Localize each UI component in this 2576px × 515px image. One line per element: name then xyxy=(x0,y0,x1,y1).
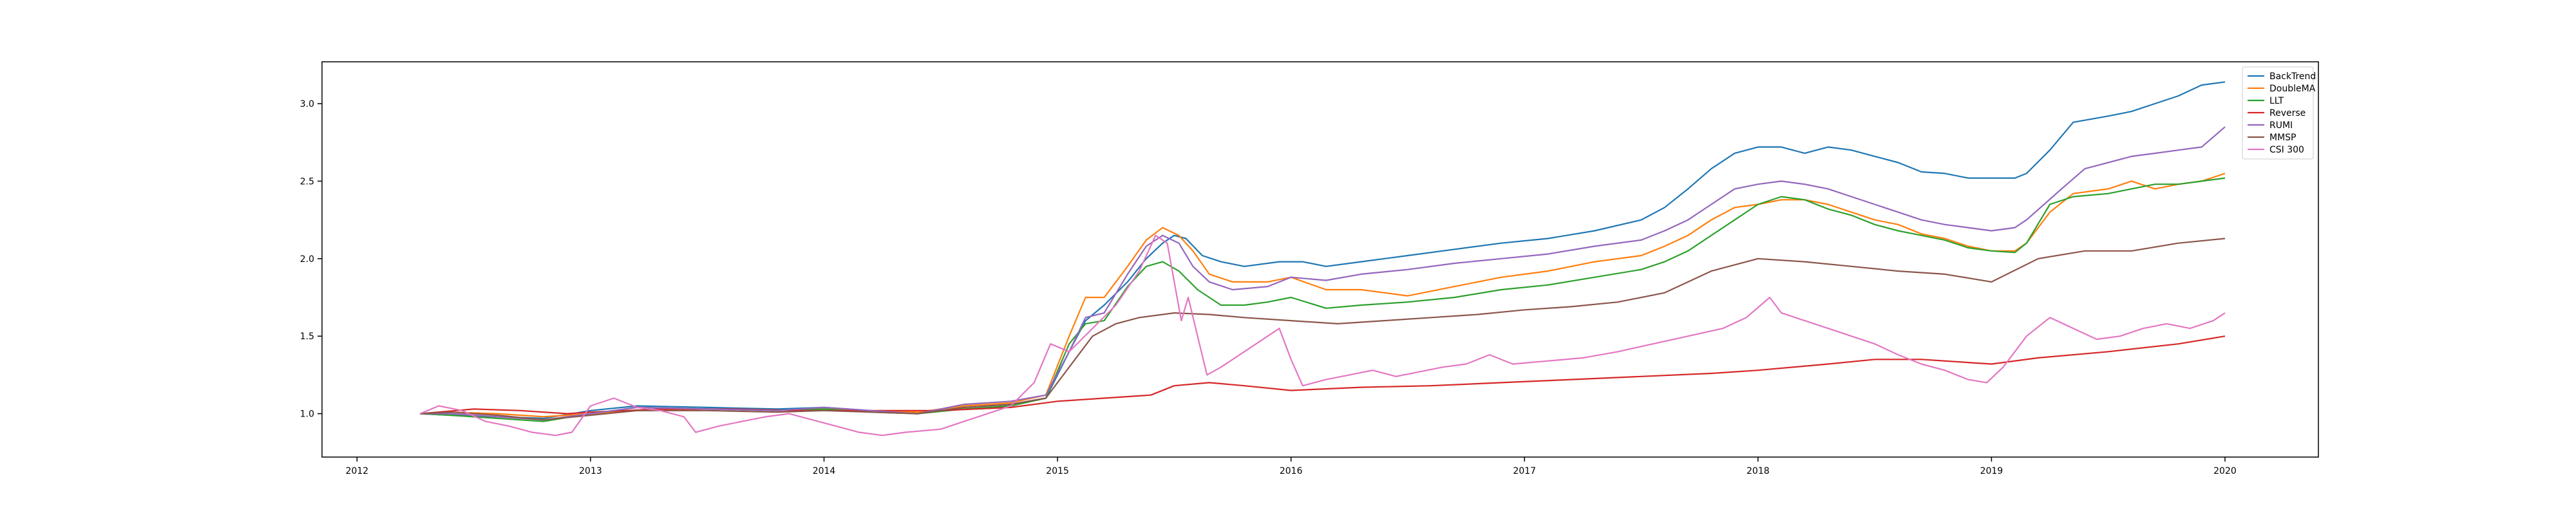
x-tick-label-5: 2017 xyxy=(1513,466,1536,476)
series-line-6 xyxy=(419,234,2226,436)
series-line-5 xyxy=(420,238,2226,421)
x-tick-label-3: 2015 xyxy=(1046,466,1069,476)
legend-label-4: RUMI xyxy=(2269,120,2293,131)
y-tick-label-4: 3.0 xyxy=(300,99,314,109)
x-axis: 2012 2013 2014 2015 2016 2017 2018 2019 2020 xyxy=(346,457,2237,476)
x-tick-label-0: 2012 xyxy=(346,466,369,476)
y-axis: 1.0 1.5 2.0 2.5 3.0 xyxy=(300,99,322,420)
legend-label-6: CSI 300 xyxy=(2269,145,2304,155)
legend-label-3: Reverse xyxy=(2269,108,2306,118)
y-tick-label-0: 1.0 xyxy=(300,409,314,420)
x-tick-label-2: 2014 xyxy=(813,466,836,476)
x-tick-label-7: 2019 xyxy=(1980,466,2003,476)
y-tick-label-3: 2.5 xyxy=(300,176,314,187)
x-tick-label-1: 2013 xyxy=(579,466,602,476)
series-layer xyxy=(419,81,2226,436)
plot-frame xyxy=(321,61,2319,458)
legend-label-1: DoubleMA xyxy=(2269,84,2316,94)
legend-label-5: MMSP xyxy=(2269,133,2297,143)
legend-label-2: LLT xyxy=(2269,96,2284,106)
y-tick-label-2: 2.0 xyxy=(300,254,314,265)
legend-box xyxy=(2242,66,2314,160)
legend-label-0: BackTrend xyxy=(2269,71,2316,82)
legend: BackTrend DoubleMA LLT Reverse RUMI MMSP CSI 3… xyxy=(2242,66,2316,160)
x-tick-label-4: 2016 xyxy=(1280,466,1303,476)
x-tick-label-6: 2018 xyxy=(1747,466,1770,476)
x-tick-label-8: 2020 xyxy=(2213,466,2237,476)
y-tick-label-1: 1.5 xyxy=(300,332,314,342)
